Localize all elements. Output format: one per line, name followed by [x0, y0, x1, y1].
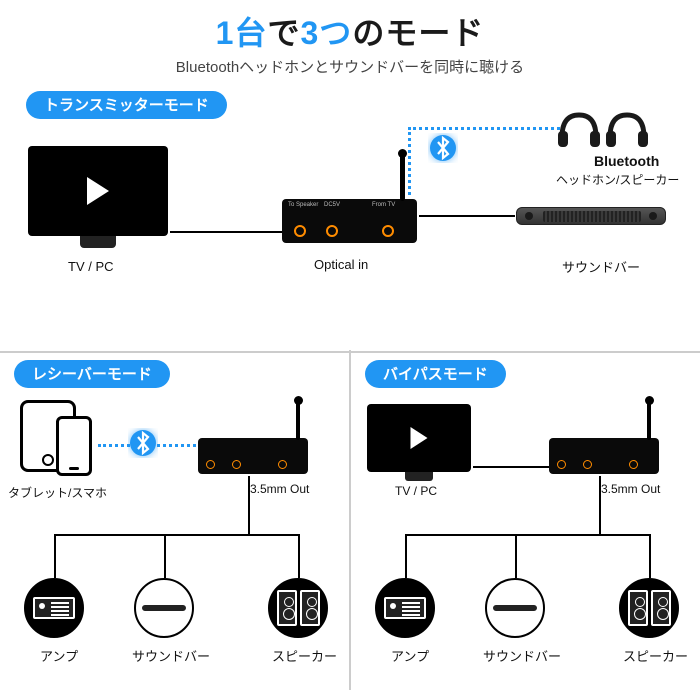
- tv-icon: [28, 146, 168, 236]
- transmitter-pill: トランスミッターモード: [26, 91, 227, 119]
- bypass-section: バイパスモード TV / PC 3.5mm Out アンプ サウンドバー スピー…: [351, 350, 700, 690]
- play-icon: [411, 427, 428, 449]
- target-label: スピーカー: [623, 646, 688, 665]
- play-icon: [87, 177, 109, 205]
- split-line: [54, 534, 56, 578]
- bt-link: [408, 127, 411, 195]
- split-line: [649, 534, 651, 578]
- tv-icon: [367, 404, 471, 472]
- adapter-device: [198, 438, 308, 474]
- split-line: [298, 534, 300, 578]
- output-label: 3.5mm Out: [250, 482, 309, 496]
- speaker-icon: [268, 578, 328, 638]
- target-label: スピーカー: [272, 646, 337, 665]
- split-line: [54, 534, 300, 536]
- adapter-device: To Speaker DC5V From TV: [282, 199, 417, 243]
- target-label: アンプ: [40, 646, 78, 665]
- split-line: [248, 476, 250, 534]
- source-label: タブレット/スマホ: [8, 484, 107, 501]
- title-text-1: で: [267, 15, 300, 51]
- split-line: [599, 476, 601, 534]
- speaker-icon: [619, 578, 679, 638]
- title-accent-2: 3つ: [301, 15, 353, 51]
- split-line: [405, 534, 407, 578]
- split-line: [164, 534, 166, 578]
- soundbar-icon: [485, 578, 545, 638]
- soundbar-icon: [134, 578, 194, 638]
- bluetooth-icon: [428, 133, 458, 163]
- optical-cable: [170, 231, 282, 233]
- split-line: [405, 534, 651, 536]
- receiver-section: レシーバーモード タブレット/スマホ 3.5mm Out アンプ サウンドバー …: [0, 350, 349, 690]
- title-text-2: のモード: [352, 15, 484, 51]
- port-icon: [294, 225, 306, 237]
- soundbar-icon: [516, 207, 666, 225]
- tv-label: TV / PC: [68, 259, 114, 274]
- optical-in-label: Optical in: [314, 257, 368, 272]
- phone-icon: [56, 416, 92, 476]
- port-icon: [382, 225, 394, 237]
- bluetooth-icon: [128, 428, 158, 458]
- amp-icon: [24, 578, 84, 638]
- headphones-icon: [604, 109, 650, 149]
- adapter-device: [549, 438, 659, 474]
- target-label: サウンドバー: [483, 646, 561, 665]
- bt-sub-label: ヘッドホン/スピーカー: [556, 171, 679, 188]
- receiver-pill: レシーバーモード: [14, 360, 170, 388]
- amp-icon: [375, 578, 435, 638]
- antenna-icon: [296, 398, 300, 440]
- bypass-pill: バイパスモード: [365, 360, 506, 388]
- target-label: サウンドバー: [132, 646, 210, 665]
- bt-label: Bluetooth: [594, 153, 659, 169]
- target-label: アンプ: [391, 646, 429, 665]
- bt-link: [408, 127, 560, 130]
- split-line: [515, 534, 517, 578]
- page-subtitle: Bluetoothヘッドホンとサウンドバーを同時に聴ける: [0, 56, 700, 77]
- antenna-icon: [400, 151, 405, 201]
- transmitter-section: トランスミッターモード TV / PC To Speaker DC5V From…: [0, 91, 700, 341]
- headphones-icon: [556, 109, 602, 149]
- port-icon: [326, 225, 338, 237]
- source-label: TV / PC: [395, 484, 437, 498]
- soundbar-label: サウンドバー: [562, 257, 640, 276]
- page-title: 1台で3つのモード: [0, 0, 700, 54]
- title-accent-1: 1台: [216, 15, 268, 51]
- cable: [473, 466, 549, 468]
- soundbar-cable: [419, 215, 515, 217]
- output-label: 3.5mm Out: [601, 482, 660, 496]
- antenna-icon: [647, 398, 651, 440]
